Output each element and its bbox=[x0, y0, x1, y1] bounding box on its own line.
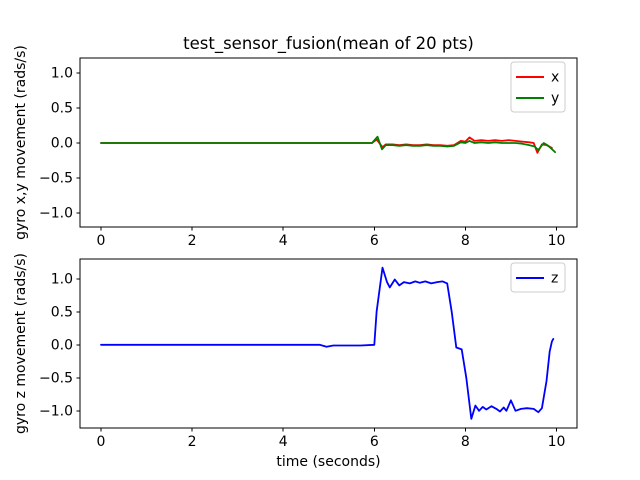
y-tick-label: −0.5 bbox=[39, 170, 73, 186]
x-tick-label: 8 bbox=[461, 233, 470, 249]
x-tick-label: 4 bbox=[279, 434, 288, 450]
legend: xy bbox=[510, 61, 566, 113]
bottom-subplot: 0 2 4 6 8 10 1.0 0.5 0.0 −0.5 −1.0 z bbox=[39, 258, 578, 450]
y-tick-label: 0.5 bbox=[51, 100, 73, 116]
x-tick-label: 6 bbox=[370, 434, 379, 450]
series-line-x bbox=[100, 136, 553, 154]
x-tick-label: 2 bbox=[188, 434, 197, 450]
x-tick-label: 10 bbox=[548, 434, 566, 450]
x-tick-label: 8 bbox=[461, 434, 470, 450]
series-line-z bbox=[100, 266, 555, 420]
legend-box bbox=[510, 61, 566, 113]
legend: z bbox=[510, 262, 566, 293]
x-tick-label: 0 bbox=[96, 434, 105, 450]
x-axis-label: time (seconds) bbox=[276, 454, 380, 470]
series-line-y bbox=[100, 135, 556, 154]
legend-label-z: z bbox=[551, 271, 558, 287]
y-tick-label: −0.5 bbox=[39, 370, 73, 386]
x-tick-label: 10 bbox=[548, 233, 566, 249]
chart-title: test_sensor_fusion(mean of 20 pts) bbox=[183, 34, 474, 54]
x-tick-label: 4 bbox=[279, 233, 288, 249]
y-tick-label: 0.0 bbox=[51, 337, 73, 353]
bottom-y-axis-label: gyro z movement (rads/s) bbox=[13, 253, 29, 434]
y-tick-label: 0.5 bbox=[51, 304, 73, 320]
x-tick-label: 0 bbox=[96, 233, 105, 249]
x-tick-label: 2 bbox=[188, 233, 197, 249]
y-tick-label: 1.0 bbox=[51, 271, 73, 287]
y-tick-label: 1.0 bbox=[51, 65, 73, 81]
axes-frame bbox=[79, 258, 578, 429]
top-y-axis-label: gyro x,y movement (rads/s) bbox=[13, 45, 29, 240]
y-tick-label: −1.0 bbox=[39, 205, 73, 221]
y-tick-label: −1.0 bbox=[39, 403, 73, 419]
x-tick-label: 6 bbox=[370, 233, 379, 249]
y-tick-label: 0.0 bbox=[51, 135, 73, 151]
legend-label-y: y bbox=[551, 91, 559, 107]
legend-label-x: x bbox=[551, 70, 559, 86]
top-subplot: 0 2 4 6 8 10 1.0 0.5 0.0 −0.5 −1.0 xy bbox=[39, 57, 578, 249]
